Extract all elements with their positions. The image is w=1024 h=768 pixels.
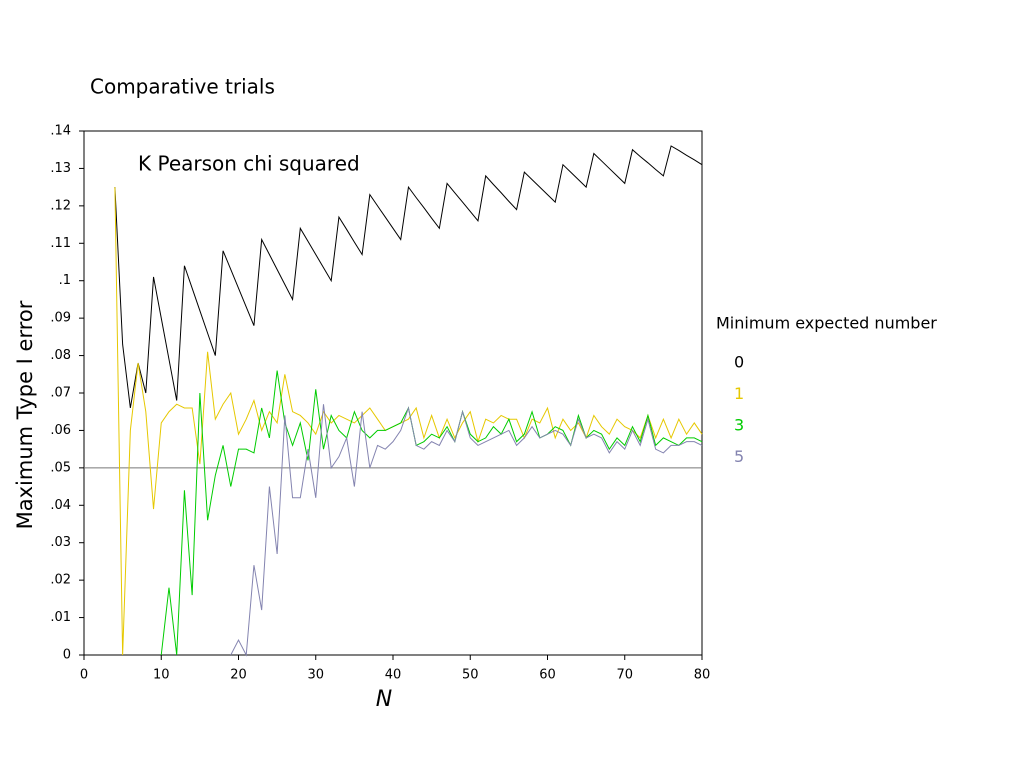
y-tick-label: .02 bbox=[50, 573, 71, 588]
y-tick-label: .09 bbox=[50, 311, 71, 326]
y-tick-label: .1 bbox=[59, 273, 71, 288]
annotation: K Pearson chi squared bbox=[138, 152, 360, 176]
chart-title: Comparative trials bbox=[90, 75, 275, 99]
x-tick-label: 20 bbox=[230, 668, 247, 683]
series-line bbox=[230, 404, 703, 657]
x-tick-label: 10 bbox=[153, 668, 170, 683]
x-tick-label: 60 bbox=[539, 668, 556, 683]
x-axis-label: N bbox=[376, 687, 392, 712]
legend-entry: 3 bbox=[734, 416, 744, 435]
x-tick-label: 70 bbox=[616, 668, 633, 683]
y-tick-label: .14 bbox=[50, 124, 71, 139]
y-tick-label: 0 bbox=[63, 648, 71, 663]
y-tick-label: .04 bbox=[50, 498, 71, 513]
series-line bbox=[114, 187, 703, 656]
legend-title: Minimum expected number bbox=[716, 314, 937, 333]
y-tick-label: .03 bbox=[50, 535, 71, 550]
y-tick-label: .05 bbox=[50, 460, 71, 475]
y-tick-label: .01 bbox=[50, 610, 71, 625]
y-tick-label: .13 bbox=[50, 161, 71, 176]
x-tick-label: 30 bbox=[307, 668, 324, 683]
legend-entry: 0 bbox=[734, 353, 744, 372]
y-tick-label: .07 bbox=[50, 386, 71, 401]
x-tick-label: 0 bbox=[80, 668, 88, 683]
y-tick-label: .08 bbox=[50, 348, 71, 363]
x-tick-label: 40 bbox=[385, 668, 402, 683]
y-tick-label: .11 bbox=[50, 236, 71, 251]
legend-entry: 1 bbox=[734, 384, 744, 403]
series-line bbox=[114, 145, 703, 409]
legend-entry: 5 bbox=[734, 447, 744, 466]
x-tick-label: 50 bbox=[462, 668, 479, 683]
y-tick-label: .06 bbox=[50, 423, 71, 438]
x-tick-label: 80 bbox=[694, 668, 711, 683]
y-tick-label: .12 bbox=[50, 198, 71, 213]
y-axis-label: Maximum Type I error bbox=[13, 300, 37, 529]
series-line bbox=[160, 370, 703, 656]
